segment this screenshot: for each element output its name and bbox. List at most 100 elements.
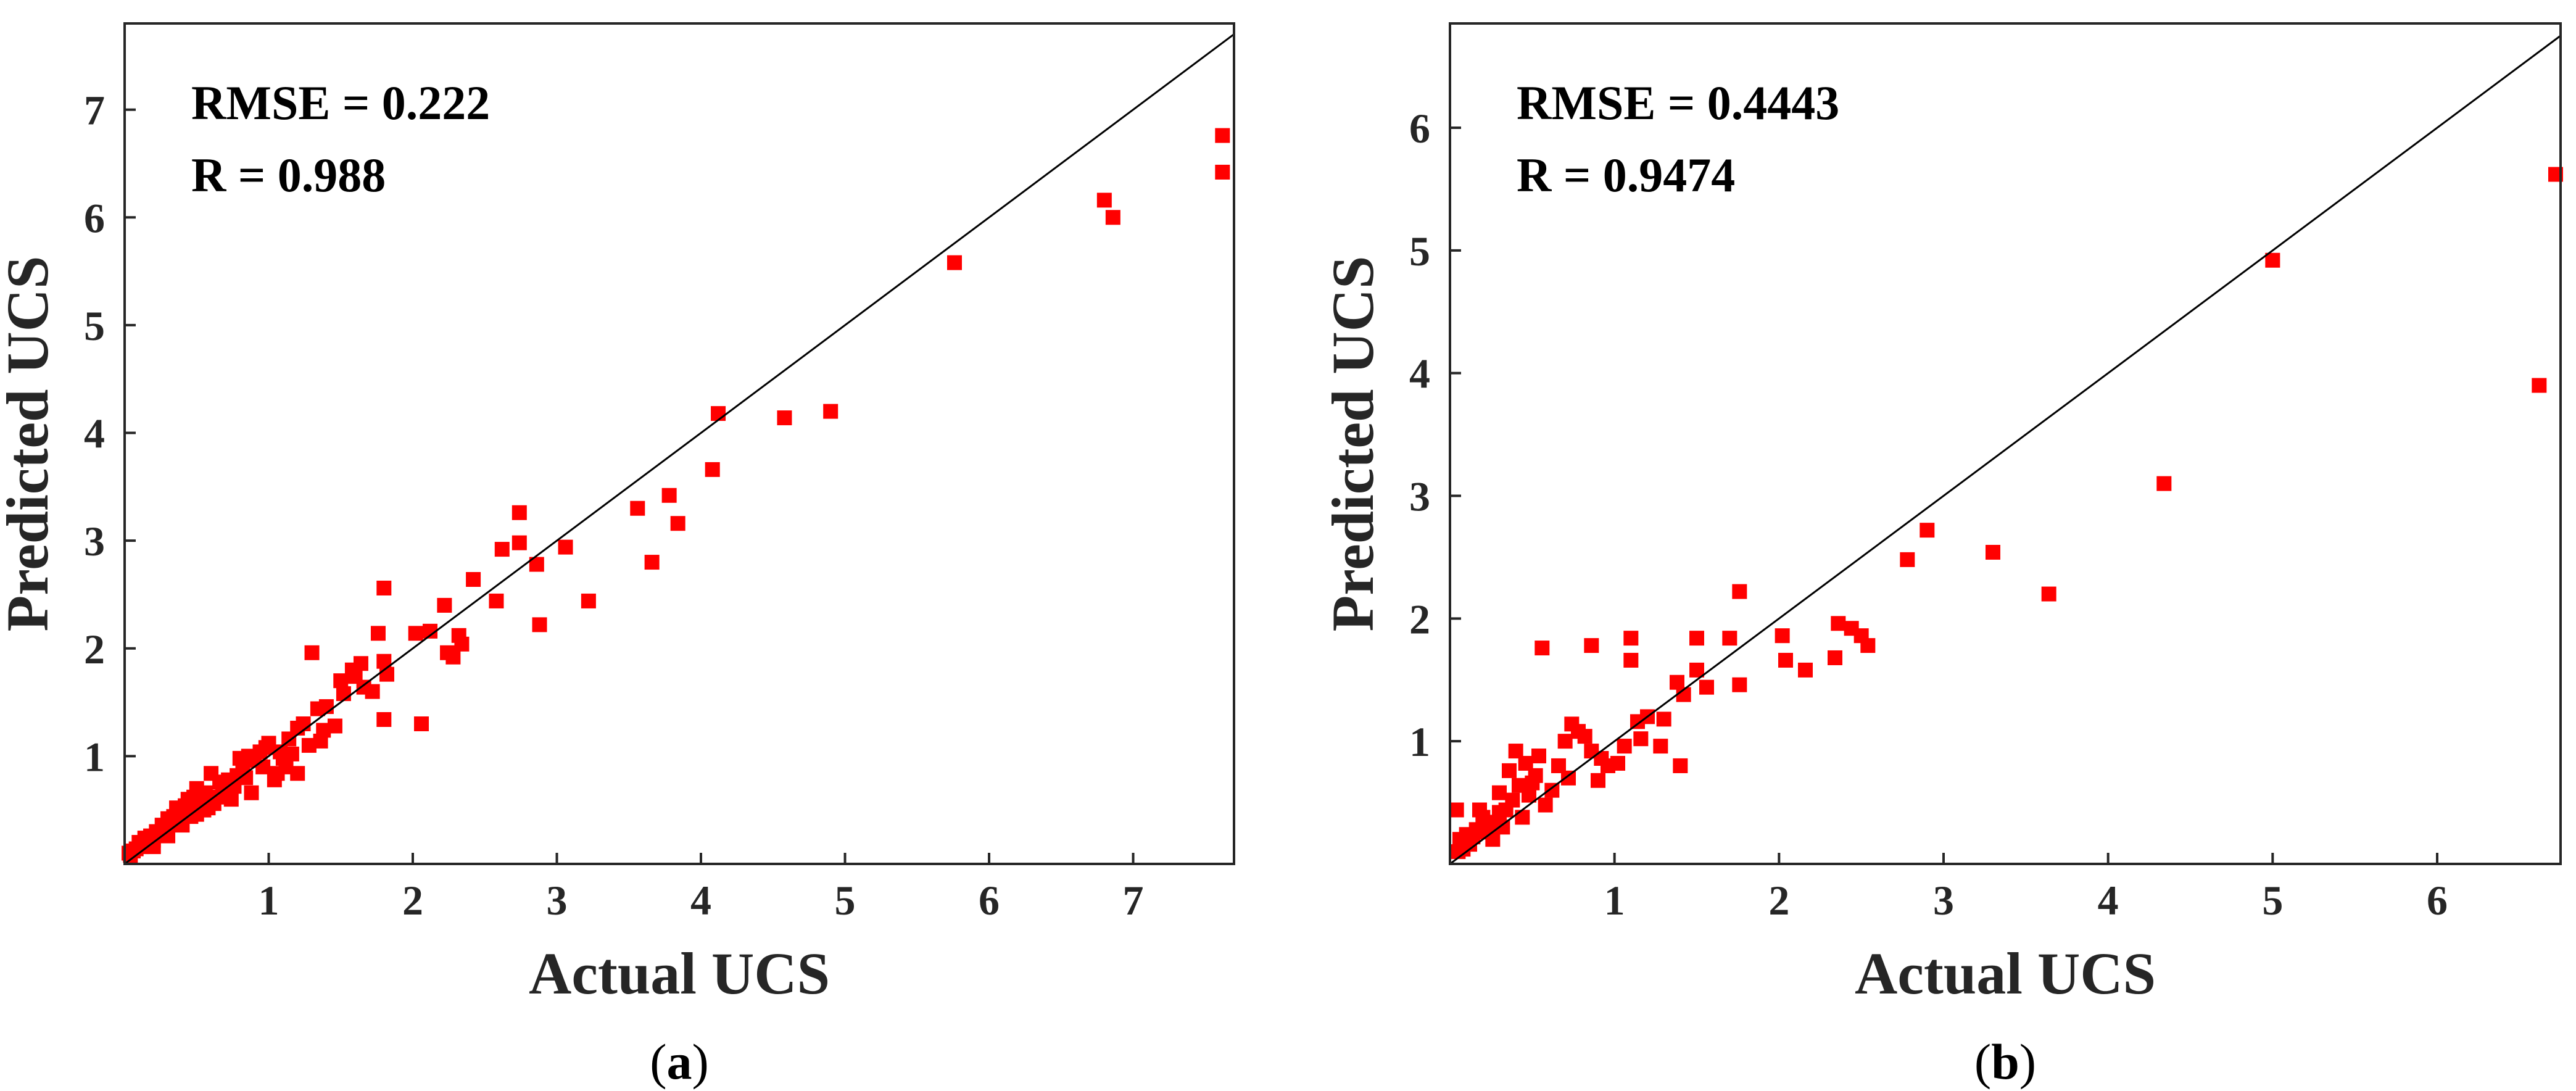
- data-point: [1531, 749, 1546, 764]
- data-point: [1591, 773, 1605, 788]
- x-tick-label: 5: [2262, 877, 2283, 924]
- data-point: [454, 636, 470, 652]
- scatter-markers-b: [1449, 167, 2563, 860]
- data-point: [1722, 631, 1737, 646]
- data-point: [1525, 775, 1540, 790]
- data-point: [1515, 810, 1530, 825]
- data-point: [2532, 378, 2547, 393]
- x-axis-label-b: Actual UCS: [1855, 940, 2156, 1006]
- data-point: [1534, 641, 1550, 656]
- data-point: [711, 406, 726, 421]
- data-point: [1561, 770, 1576, 786]
- y-tick-label: 2: [84, 626, 105, 673]
- data-point: [267, 772, 282, 787]
- x-ticks-b: 1 2 3 4 5 6: [1604, 853, 2448, 924]
- y-tick-label: 1: [1409, 718, 1430, 765]
- data-point: [1673, 758, 1688, 773]
- x-tick-label: 6: [2427, 877, 2448, 924]
- data-point: [1215, 128, 1230, 143]
- data-point: [1732, 677, 1747, 692]
- caption-close-paren-b: ): [2019, 1034, 2036, 1090]
- data-point: [223, 792, 239, 807]
- data-point: [1689, 631, 1704, 646]
- data-point: [494, 542, 510, 557]
- x-tick-label: 6: [979, 877, 1000, 924]
- data-point: [408, 626, 423, 641]
- data-point: [466, 572, 481, 587]
- data-point: [581, 593, 596, 608]
- data-point: [1986, 544, 2000, 560]
- caption-open-paren-b: (: [1974, 1034, 1991, 1090]
- data-point: [511, 535, 527, 550]
- identity-line-a: [124, 33, 1235, 865]
- y-tick-label: 4: [1409, 351, 1430, 397]
- data-point: [189, 781, 204, 796]
- data-point: [255, 759, 271, 774]
- data-point: [370, 626, 386, 641]
- x-tick-label: 2: [1768, 877, 1789, 924]
- y-tick-label: 5: [1409, 228, 1430, 275]
- panel-a: 1 2 3 4 5 6 7 1 2 3 4 5 6 7 RMSE = 0.222 R = 0.988 A…: [0, 22, 1235, 1090]
- data-point: [1564, 716, 1580, 732]
- data-point: [1670, 674, 1684, 690]
- data-point: [1538, 797, 1553, 813]
- data-point: [1601, 758, 1615, 773]
- data-point: [1584, 638, 1599, 653]
- data-point: [336, 686, 351, 702]
- data-point: [437, 597, 452, 613]
- data-point: [1502, 763, 1517, 778]
- data-point: [823, 404, 839, 419]
- caption-close-paren-a: ): [692, 1034, 709, 1090]
- y-tick-label: 3: [84, 518, 105, 565]
- x-tick-label: 2: [402, 877, 423, 924]
- data-point: [1623, 652, 1639, 668]
- data-point: [1732, 584, 1747, 599]
- data-point: [2265, 252, 2280, 268]
- y-axis-label-b: Predicted UCS: [1320, 256, 1386, 632]
- data-point: [644, 555, 660, 570]
- data-point: [1778, 652, 1793, 668]
- x-tick-label: 5: [835, 877, 856, 924]
- y-tick-label: 3: [1409, 473, 1430, 520]
- caption-letter-b: b: [1991, 1034, 2019, 1090]
- x-tick-label: 3: [1933, 877, 1954, 924]
- rmse-annotation-a: RMSE = 0.222: [191, 76, 490, 130]
- data-point: [445, 649, 461, 665]
- x-tick-label: 3: [547, 877, 568, 924]
- data-point: [301, 737, 317, 753]
- data-point: [670, 516, 685, 531]
- data-point: [1557, 734, 1573, 749]
- x-tick-label: 1: [1604, 877, 1625, 924]
- data-point: [1860, 638, 1876, 653]
- data-point: [1630, 714, 1645, 729]
- data-point: [1798, 662, 1813, 678]
- data-point: [296, 716, 311, 731]
- data-point: [414, 716, 429, 731]
- data-point: [661, 487, 677, 503]
- data-point: [946, 255, 962, 270]
- data-point: [2156, 476, 2172, 491]
- x-tick-label: 4: [690, 877, 711, 924]
- data-point: [376, 712, 392, 728]
- rmse-annotation-b: RMSE = 0.4443: [1517, 76, 1839, 130]
- x-tick-label: 7: [1123, 877, 1144, 924]
- data-point: [204, 766, 219, 781]
- data-point: [201, 800, 216, 816]
- panel-b: 1 2 3 4 5 6 1 2 3 4 5 6 RMSE = 0.4443 R = 0.9474 A…: [1320, 22, 2563, 1090]
- axes-frame-a: [123, 22, 1235, 865]
- data-point: [1617, 739, 1632, 754]
- identity-line-b: [1449, 35, 2561, 865]
- data-point: [1623, 631, 1639, 646]
- data-point: [705, 462, 720, 477]
- y-ticks-b: 1 2 3 4 5 6: [1409, 105, 1461, 765]
- data-point: [1831, 616, 1846, 631]
- x-ticks-a: 1 2 3 4 5 6 7: [259, 853, 1144, 924]
- data-point: [1105, 210, 1120, 225]
- y-ticks-a: 1 2 3 4 5 6 7: [84, 87, 136, 780]
- y-tick-label: 4: [84, 410, 105, 457]
- data-point: [1584, 744, 1599, 759]
- data-point: [1900, 552, 1915, 567]
- data-point: [1512, 778, 1526, 793]
- data-point: [1451, 844, 1466, 860]
- caption-letter-a: a: [667, 1034, 692, 1090]
